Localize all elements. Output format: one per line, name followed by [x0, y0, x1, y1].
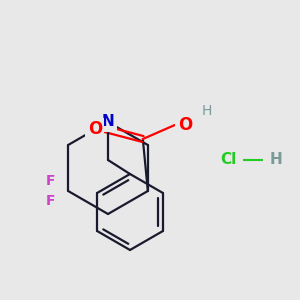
Text: Cl: Cl: [220, 152, 236, 167]
Text: O: O: [178, 116, 192, 134]
Text: O: O: [88, 120, 102, 138]
Text: F: F: [45, 174, 55, 188]
Text: N: N: [102, 115, 114, 130]
Text: F: F: [45, 194, 55, 208]
Text: H: H: [202, 104, 212, 118]
Text: H: H: [270, 152, 283, 167]
